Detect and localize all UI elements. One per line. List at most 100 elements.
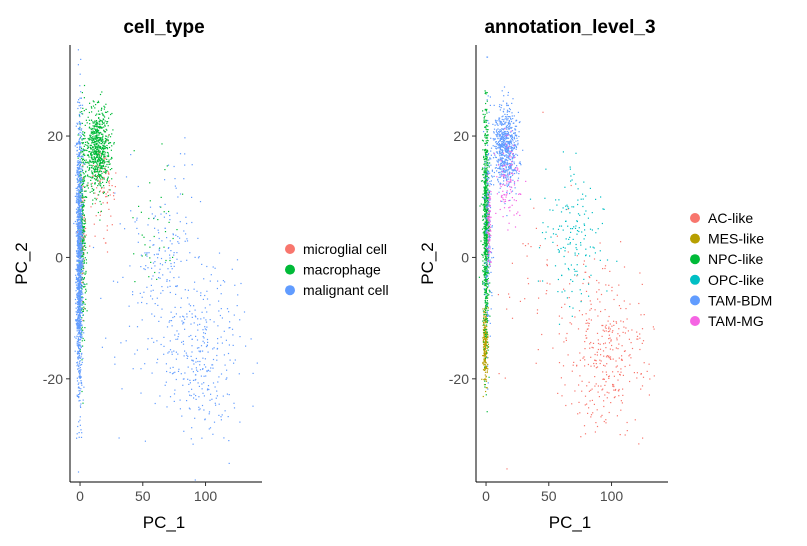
data-point [80, 247, 82, 249]
data-point [83, 249, 85, 251]
data-point [206, 338, 209, 341]
data-point [82, 227, 84, 229]
data-point [485, 306, 487, 308]
data-point [483, 203, 485, 205]
data-point [487, 226, 489, 228]
data-point [481, 139, 484, 141]
data-point [106, 151, 108, 154]
data-point [77, 64, 79, 66]
data-point [100, 133, 103, 135]
data-point [485, 212, 488, 214]
data-point [610, 339, 612, 341]
data-point [595, 363, 597, 365]
data-point [76, 195, 78, 197]
data-point [102, 151, 104, 153]
data-point [576, 220, 578, 223]
data-point [106, 195, 108, 198]
data-point [77, 282, 79, 284]
data-point [77, 425, 79, 428]
data-point [81, 157, 83, 159]
data-point [78, 329, 80, 331]
data-point [78, 432, 80, 434]
data-point [596, 366, 599, 368]
data-point [508, 125, 510, 128]
data-point [606, 374, 608, 376]
data-point [83, 237, 85, 239]
data-point [608, 334, 610, 336]
data-point [485, 379, 487, 381]
data-point [84, 176, 86, 178]
data-point [82, 240, 84, 242]
data-point [203, 375, 205, 377]
data-point [617, 348, 619, 350]
data-point [605, 422, 607, 424]
data-point [485, 227, 487, 229]
data-point [486, 295, 488, 297]
data-point [101, 158, 103, 160]
data-point [98, 144, 100, 146]
data-point [93, 162, 95, 164]
data-point [504, 176, 506, 178]
data-point [213, 321, 215, 323]
data-point [483, 176, 485, 179]
data-point [166, 370, 168, 373]
data-point [83, 132, 86, 134]
data-point [78, 314, 80, 316]
data-point [192, 379, 195, 381]
data-point [485, 243, 487, 245]
data-point [176, 252, 178, 254]
data-point [101, 178, 103, 181]
data-point [79, 294, 81, 296]
data-point [137, 241, 139, 243]
data-point [484, 121, 486, 123]
data-point [83, 180, 85, 182]
data-point [569, 243, 571, 245]
data-point [486, 212, 488, 214]
data-point [77, 394, 80, 396]
data-point [79, 145, 81, 147]
data-point [514, 132, 516, 134]
data-point [483, 213, 486, 215]
data-point [80, 214, 82, 217]
data-point [222, 395, 224, 397]
data-point [98, 150, 100, 152]
data-point [599, 348, 602, 350]
data-point [187, 378, 189, 380]
data-point [176, 212, 178, 214]
data-point [77, 171, 79, 173]
data-point [79, 258, 81, 260]
data-point [487, 140, 489, 142]
data-point [589, 228, 592, 230]
data-point [484, 144, 486, 146]
data-point [485, 329, 487, 331]
data-point [486, 279, 488, 281]
data-point [228, 440, 230, 442]
data-point [585, 322, 587, 324]
data-point [151, 337, 153, 339]
data-point [208, 411, 211, 413]
data-point [484, 327, 486, 329]
data-point [511, 262, 513, 264]
data-point [78, 179, 80, 181]
data-point [109, 136, 112, 138]
data-point [74, 350, 76, 352]
data-point [79, 250, 81, 252]
data-point [191, 316, 193, 318]
data-point [595, 367, 597, 369]
data-point [579, 214, 581, 216]
data-point [485, 215, 487, 217]
data-point [584, 348, 586, 350]
data-point [76, 187, 78, 189]
data-point [141, 255, 143, 257]
data-point [580, 244, 582, 246]
data-point [88, 156, 90, 158]
data-point [552, 228, 554, 230]
data-point [78, 115, 81, 117]
data-point [234, 359, 236, 361]
data-point [527, 283, 530, 285]
data-point [484, 113, 486, 116]
data-point [103, 118, 105, 120]
data-point [209, 319, 211, 321]
data-point [485, 291, 487, 293]
data-point [228, 327, 230, 329]
